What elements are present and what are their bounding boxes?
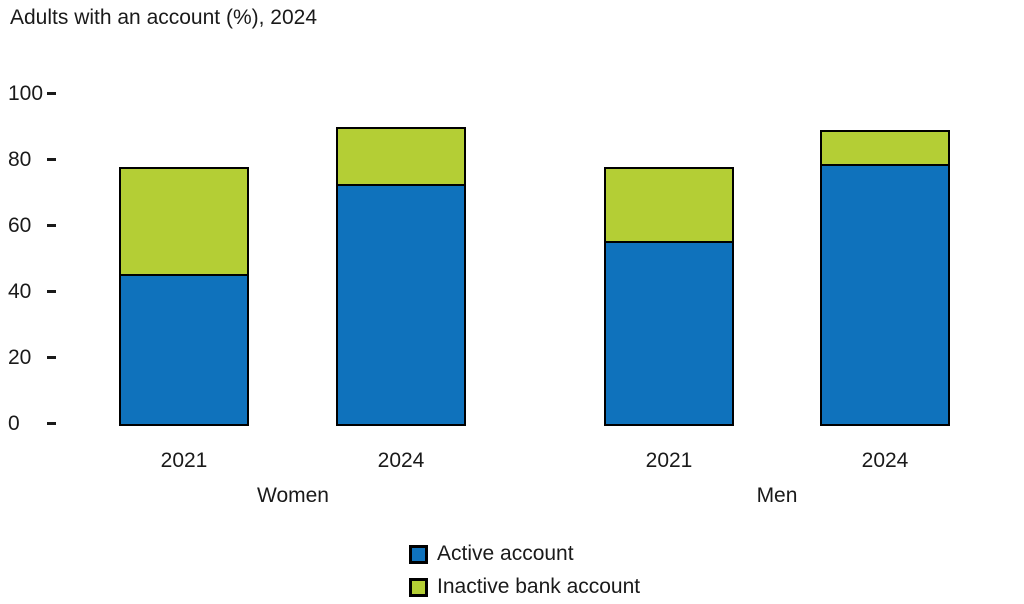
legend-item-active-account: Active account: [409, 542, 640, 566]
legend-label: Inactive bank account: [437, 575, 641, 598]
bar-segment-inactive-account: [822, 132, 948, 166]
bar-segment-active-account: [338, 186, 464, 424]
bar-segment-active-account: [121, 276, 247, 424]
bar-segment-inactive-account: [606, 169, 732, 243]
bar-men-2024: [820, 130, 950, 426]
x-tick-label: 2024: [377, 449, 425, 472]
x-tick-label: 2021: [645, 449, 693, 472]
bar-segment-active-account: [606, 243, 732, 424]
chart-title: Adults with an account (%), 2024: [10, 6, 318, 29]
bar-segment-inactive-account: [338, 129, 464, 186]
y-tick-label: 80: [8, 148, 32, 171]
y-tick-label: 0: [8, 412, 20, 435]
legend: Active account Inactive bank account: [409, 542, 640, 599]
y-tick-label: 20: [8, 346, 32, 369]
y-tick-mark: [47, 290, 56, 293]
group-label-men: Men: [756, 484, 798, 507]
x-tick-label: 2024: [861, 449, 909, 472]
bar-men-2021: [604, 167, 734, 426]
bar-segment-active-account: [822, 166, 948, 424]
x-tick-label: 2021: [160, 449, 208, 472]
legend-swatch-active-account: [409, 544, 428, 564]
y-tick-mark: [47, 422, 56, 425]
legend-swatch-inactive-bank-account: [409, 577, 428, 597]
y-tick-mark: [47, 356, 56, 359]
y-tick-mark: [47, 224, 56, 227]
bar-segment-inactive-account: [121, 169, 247, 276]
y-tick-label: 60: [8, 214, 32, 237]
y-tick-label: 40: [8, 280, 32, 303]
y-tick-mark: [47, 92, 56, 95]
y-tick-label: 100: [8, 82, 44, 105]
group-label-women: Women: [257, 484, 329, 507]
legend-label: Active account: [437, 542, 574, 565]
bar-women-2021: [119, 167, 249, 426]
y-tick-mark: [47, 158, 56, 161]
legend-item-inactive-bank-account: Inactive bank account: [409, 575, 640, 599]
bar-women-2024: [336, 127, 466, 426]
